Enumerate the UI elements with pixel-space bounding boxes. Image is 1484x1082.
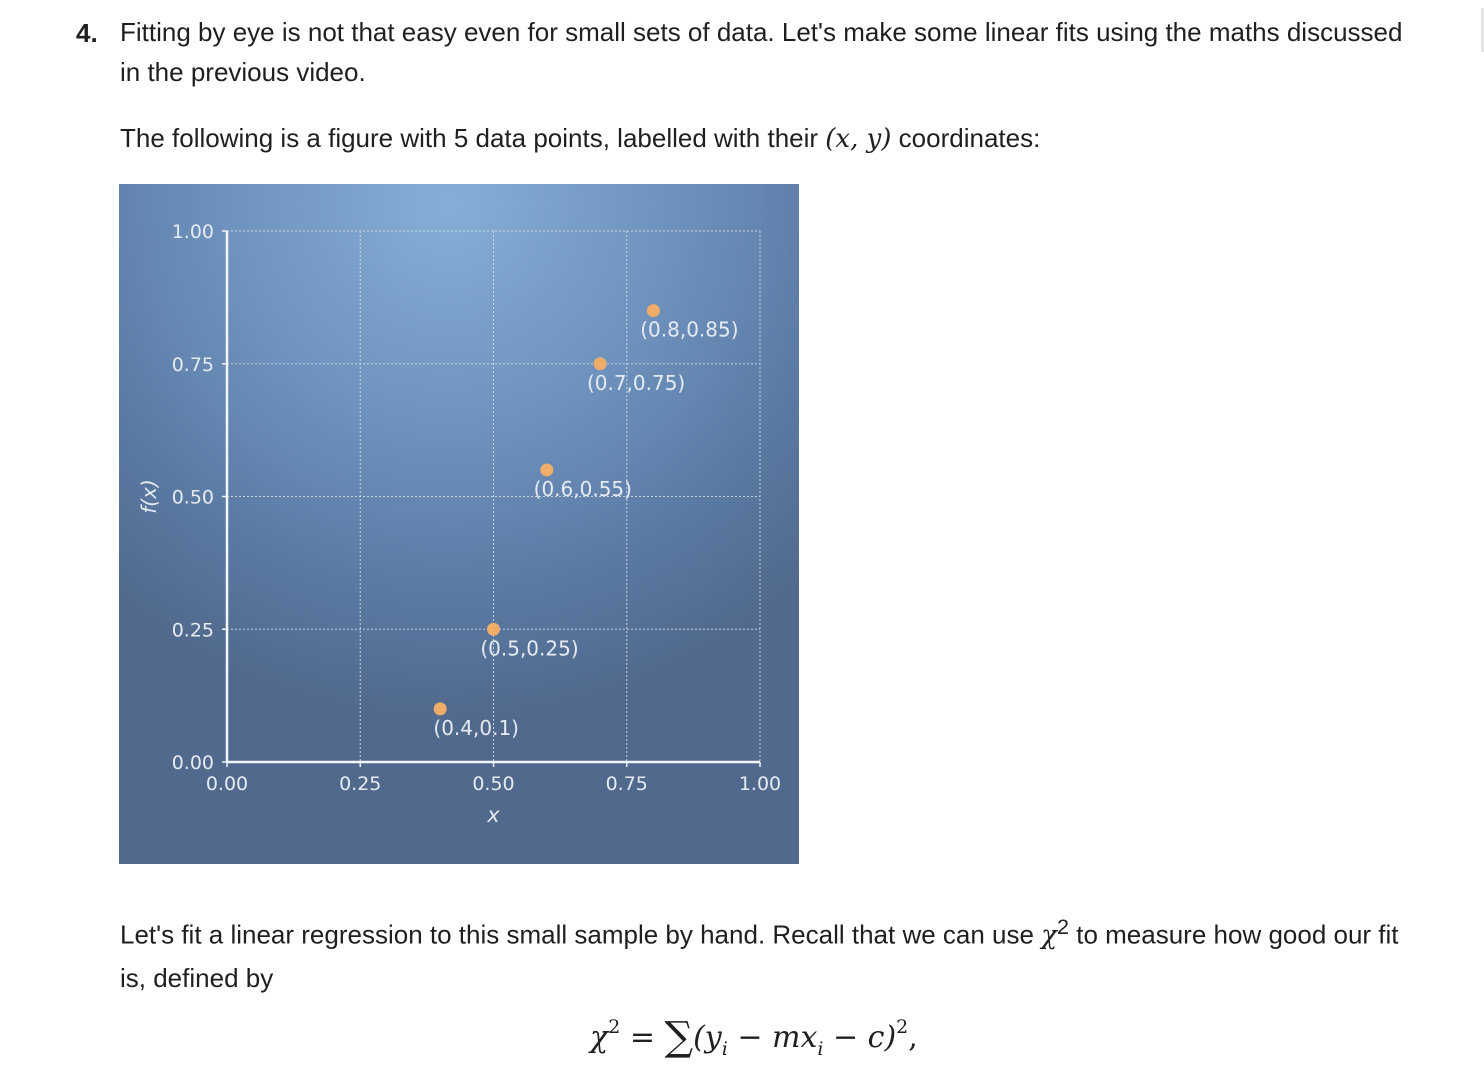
eq-comma: , [908,1020,918,1055]
coords-math: (x, y) [825,124,892,154]
x-tick-label: 0.25 [339,773,381,795]
chi-symbol: χ [1041,920,1057,951]
y-tick-label: 1.00 [172,221,214,243]
eq-chi: χ [590,1020,609,1055]
figure-intro-tail: coordinates: [891,123,1041,153]
question-text: Fitting by eye is not that easy even for… [120,17,1403,87]
eq-equals: = [620,1020,665,1055]
data-point-label: (0.4,0.1) [433,716,519,740]
eq-mx: − mx [727,1020,818,1055]
scatter-figure: 0.00 0.25 0.50 0.75 1.00 0.00 0.25 0.50 0.75 1.00… [119,184,799,864]
recall-tail: to measure how good our fit is, defined … [120,919,1399,993]
eq-exp2: 2 [896,1016,909,1038]
eq-sigma: ∑ [664,1014,694,1060]
eq-chi-exp: 2 [608,1016,621,1038]
data-point [540,463,554,477]
x-tick-label: 0.00 [206,773,248,795]
y-tick-label: 0.50 [172,487,214,509]
recall-text: Let's fit a linear regression to this sm… [120,919,1042,950]
question-number: 4. [76,18,98,48]
x-tick-label: 0.75 [606,773,648,795]
data-point-label: (0.5,0.25) [480,636,578,660]
data-point-label: (0.6,0.55) [534,477,632,501]
data-point-label: (0.8,0.85) [640,318,738,342]
figure-intro: The following is a figure with 5 data po… [120,118,1420,159]
eq-sub-i2: i [817,1038,824,1060]
scrollbar-edge [1481,8,1484,52]
chi-squared-equation: χ2 = ∑(yi − mxi − c)2, [590,1014,918,1060]
recall-paragraph: Let's fit a linear regression to this sm… [120,906,1420,999]
x-tick-label: 0.50 [472,773,514,795]
y-tick-label: 0.75 [172,354,214,376]
data-point [433,702,447,716]
y-tick-label: 0.25 [172,619,214,641]
data-point [646,304,660,318]
chi-exponent: 2 [1056,914,1070,939]
scatter-chart: 0.00 0.25 0.50 0.75 1.00 0.00 0.25 0.50 0.75 1.00… [137,221,781,827]
eq-c: − c) [823,1020,897,1055]
eq-sub-i: i [721,1038,728,1060]
data-point-label: (0.7,0.75) [587,371,685,395]
data-point [593,357,607,371]
x-tick-label: 1.00 [739,773,781,795]
y-axis-label: f(x) [137,479,161,513]
eq-y: (y [693,1020,722,1055]
x-axis-label: x [486,803,500,827]
figure-intro-text: The following is a figure with 5 data po… [120,123,826,153]
data-point [487,622,500,636]
y-tick-label: 0.00 [172,752,214,774]
